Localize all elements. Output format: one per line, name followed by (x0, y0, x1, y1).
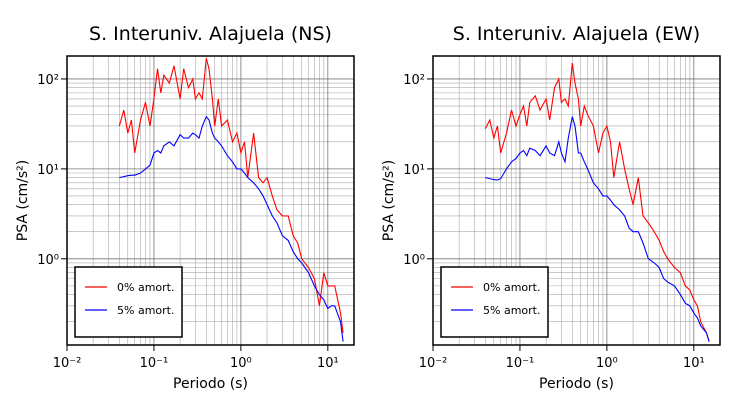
x-tick-label: 10⁻¹ (506, 356, 535, 371)
series-line (484, 63, 710, 342)
x-tick-label: 10⁰ (230, 356, 252, 371)
x-tick-label: 10⁻² (419, 356, 448, 371)
series-line (119, 115, 344, 342)
legend-box (74, 266, 183, 338)
x-tick-label: 10¹ (683, 356, 705, 371)
subplot: S. Interuniv. Alajuela (EW) Periodo (s) PS… (381, 23, 721, 392)
x-tick-label: 10¹ (317, 356, 339, 371)
y-tick-label: 10² (403, 73, 425, 88)
legend-label: 5% amort. (117, 304, 174, 317)
y-tick-label: 10² (37, 73, 59, 88)
legend-label: 5% amort. (483, 304, 540, 317)
series-line (118, 58, 344, 333)
plot-frame (66, 55, 355, 346)
y-tick-label: 10⁰ (37, 253, 59, 268)
x-tick-label: 10⁻² (53, 356, 82, 371)
y-tick-label: 10¹ (403, 163, 425, 178)
subplot: S. Interuniv. Alajuela (NS) Periodo (s) PS… (15, 23, 355, 392)
x-axis-label: Periodo (s) (173, 376, 248, 392)
y-axis-label: PSA (cm/s²) (15, 160, 31, 242)
x-tick-label: 10⁰ (596, 356, 618, 371)
chart-title: S. Interuniv. Alajuela (EW) (453, 23, 700, 45)
y-tick-label: 10¹ (37, 163, 59, 178)
chart-title: S. Interuniv. Alajuela (NS) (89, 23, 332, 45)
series-line (485, 116, 710, 342)
legend-label: 0% amort. (483, 281, 540, 294)
x-tick-label: 10⁻¹ (140, 356, 169, 371)
plot-frame (432, 55, 721, 346)
y-tick-label: 10⁰ (403, 253, 425, 268)
legend-label: 0% amort. (117, 281, 174, 294)
y-axis-label: PSA (cm/s²) (381, 160, 397, 242)
legend-box (440, 266, 549, 338)
x-axis-label: Periodo (s) (539, 376, 614, 392)
